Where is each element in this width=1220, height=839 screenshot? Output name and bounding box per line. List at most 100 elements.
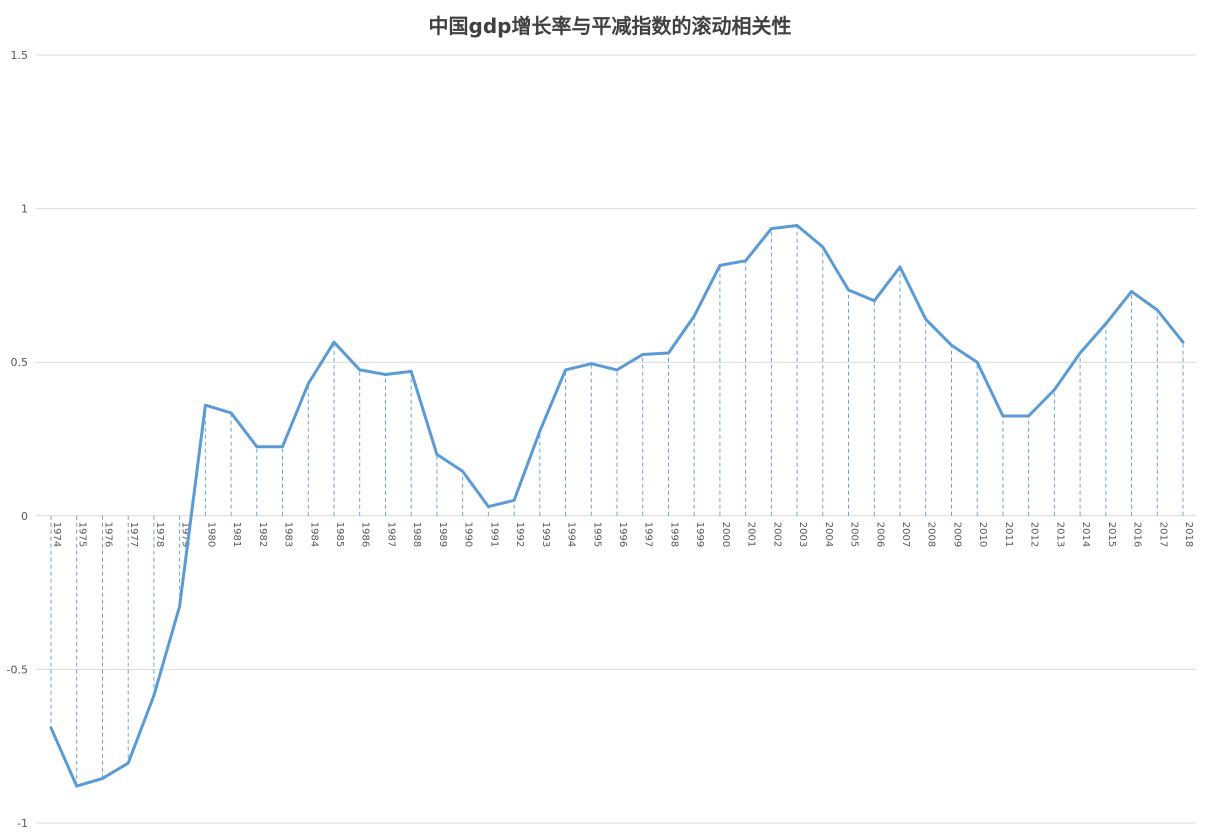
x-tick-label: 1984 (308, 522, 319, 547)
x-tick-label: 2009 (951, 522, 962, 547)
data-point (564, 368, 567, 372)
x-tick-label: 1974 (51, 522, 62, 547)
data-point (307, 382, 310, 385)
data-point (512, 499, 516, 502)
data-point (1001, 414, 1005, 418)
data-point (898, 265, 902, 269)
x-tick-label: 1996 (617, 522, 628, 547)
data-point (332, 341, 336, 344)
data-point (255, 445, 259, 448)
x-tick-label: 1992 (514, 522, 525, 547)
x-tick-label: 2001 (746, 522, 757, 547)
data-point (1130, 290, 1133, 293)
data-point (975, 361, 979, 364)
x-tick-label: 2006 (874, 522, 885, 547)
y-axis: 1.5 1 0.5 0 -0.5 -1 (7, 49, 28, 830)
x-tick-label: 1979 (180, 522, 191, 547)
data-point (152, 694, 156, 697)
data-point (744, 259, 747, 263)
y-tick-label: 1.5 (11, 49, 29, 62)
data-point (795, 224, 799, 227)
y-tick-label: -0.5 (7, 663, 28, 676)
x-tick-label: 2015 (1106, 522, 1117, 547)
data-point (281, 445, 284, 448)
data-point (1053, 388, 1056, 392)
data-point (770, 227, 773, 230)
x-tick-label: 2005 (849, 522, 860, 547)
x-tick-label: 1985 (334, 522, 345, 547)
data-point (178, 605, 181, 608)
data-point (873, 299, 876, 302)
drop-lines (50, 225, 1184, 787)
x-tick-label: 1978 (154, 522, 165, 547)
x-tick-label: 2010 (977, 522, 988, 547)
x-tick-label: 2017 (1157, 522, 1168, 547)
x-tick-label: 2007 (900, 522, 911, 547)
data-point (75, 784, 78, 788)
data-point (641, 353, 644, 356)
data-point (667, 351, 670, 355)
x-tick-label: 1994 (566, 522, 577, 547)
x-tick-label: 1980 (205, 522, 216, 547)
chart-title: 中国gdp增长率与平减指数的滚动相关性 (428, 14, 792, 38)
data-point (1078, 351, 1082, 355)
data-point (126, 761, 130, 765)
data-point (358, 368, 361, 372)
x-tick-label: 1976 (102, 522, 113, 547)
x-tick-label: 1991 (488, 522, 499, 547)
gridlines (36, 54, 1196, 824)
x-tick-label: 1986 (360, 522, 371, 547)
x-tick-label: 1989 (437, 522, 448, 547)
data-point (590, 362, 593, 365)
x-tick-label: 1975 (77, 522, 88, 547)
x-tick-label: 1977 (128, 522, 139, 547)
data-point (49, 726, 53, 729)
x-tick-label: 2000 (720, 522, 731, 547)
x-tick-label: 1983 (283, 522, 294, 547)
x-axis: 1974 1975 1976 1977 1978 1979 1980 1981 1982 1983… (51, 522, 1194, 547)
y-tick-label: 0.5 (11, 356, 29, 369)
data-point (1027, 414, 1030, 418)
data-point (538, 430, 542, 433)
data-point (615, 368, 619, 372)
data-point (1156, 308, 1159, 312)
x-tick-label: 1998 (668, 522, 679, 547)
data-point (204, 404, 207, 407)
data-point (692, 314, 696, 318)
x-tick-label: 2004 (823, 522, 834, 547)
data-point (821, 245, 825, 249)
data-point (924, 317, 927, 321)
x-tick-label: 1995 (591, 522, 602, 547)
data-point (1104, 322, 1108, 325)
x-tick-label: 2014 (1080, 522, 1091, 547)
data-point (101, 777, 104, 780)
x-tick-label: 2016 (1132, 522, 1143, 547)
x-tick-label: 1982 (257, 522, 268, 547)
data-point (409, 370, 413, 373)
data-point (229, 411, 233, 415)
data-series (49, 224, 1185, 788)
data-point (487, 505, 490, 508)
x-tick-label: 1997 (643, 522, 654, 547)
x-tick-label: 1993 (540, 522, 551, 547)
data-point (461, 470, 464, 473)
x-tick-label: 1990 (463, 522, 474, 547)
data-point (950, 344, 953, 347)
y-tick-label: -1 (17, 817, 28, 830)
data-point (847, 288, 850, 292)
x-tick-label: 1988 (411, 522, 422, 547)
data-point (384, 373, 387, 376)
x-tick-label: 2012 (1029, 522, 1040, 547)
data-point (718, 264, 722, 267)
x-tick-label: 2003 (797, 522, 808, 547)
x-tick-label: 2018 (1183, 522, 1194, 547)
x-tick-label: 1987 (385, 522, 396, 547)
x-tick-label: 1981 (231, 522, 242, 547)
x-tick-label: 1999 (694, 522, 705, 547)
x-tick-label: 2011 (1003, 522, 1014, 547)
y-tick-label: 1 (21, 203, 28, 216)
data-point (1181, 341, 1185, 344)
y-tick-label: 0 (21, 510, 28, 523)
x-tick-label: 2008 (926, 522, 937, 547)
